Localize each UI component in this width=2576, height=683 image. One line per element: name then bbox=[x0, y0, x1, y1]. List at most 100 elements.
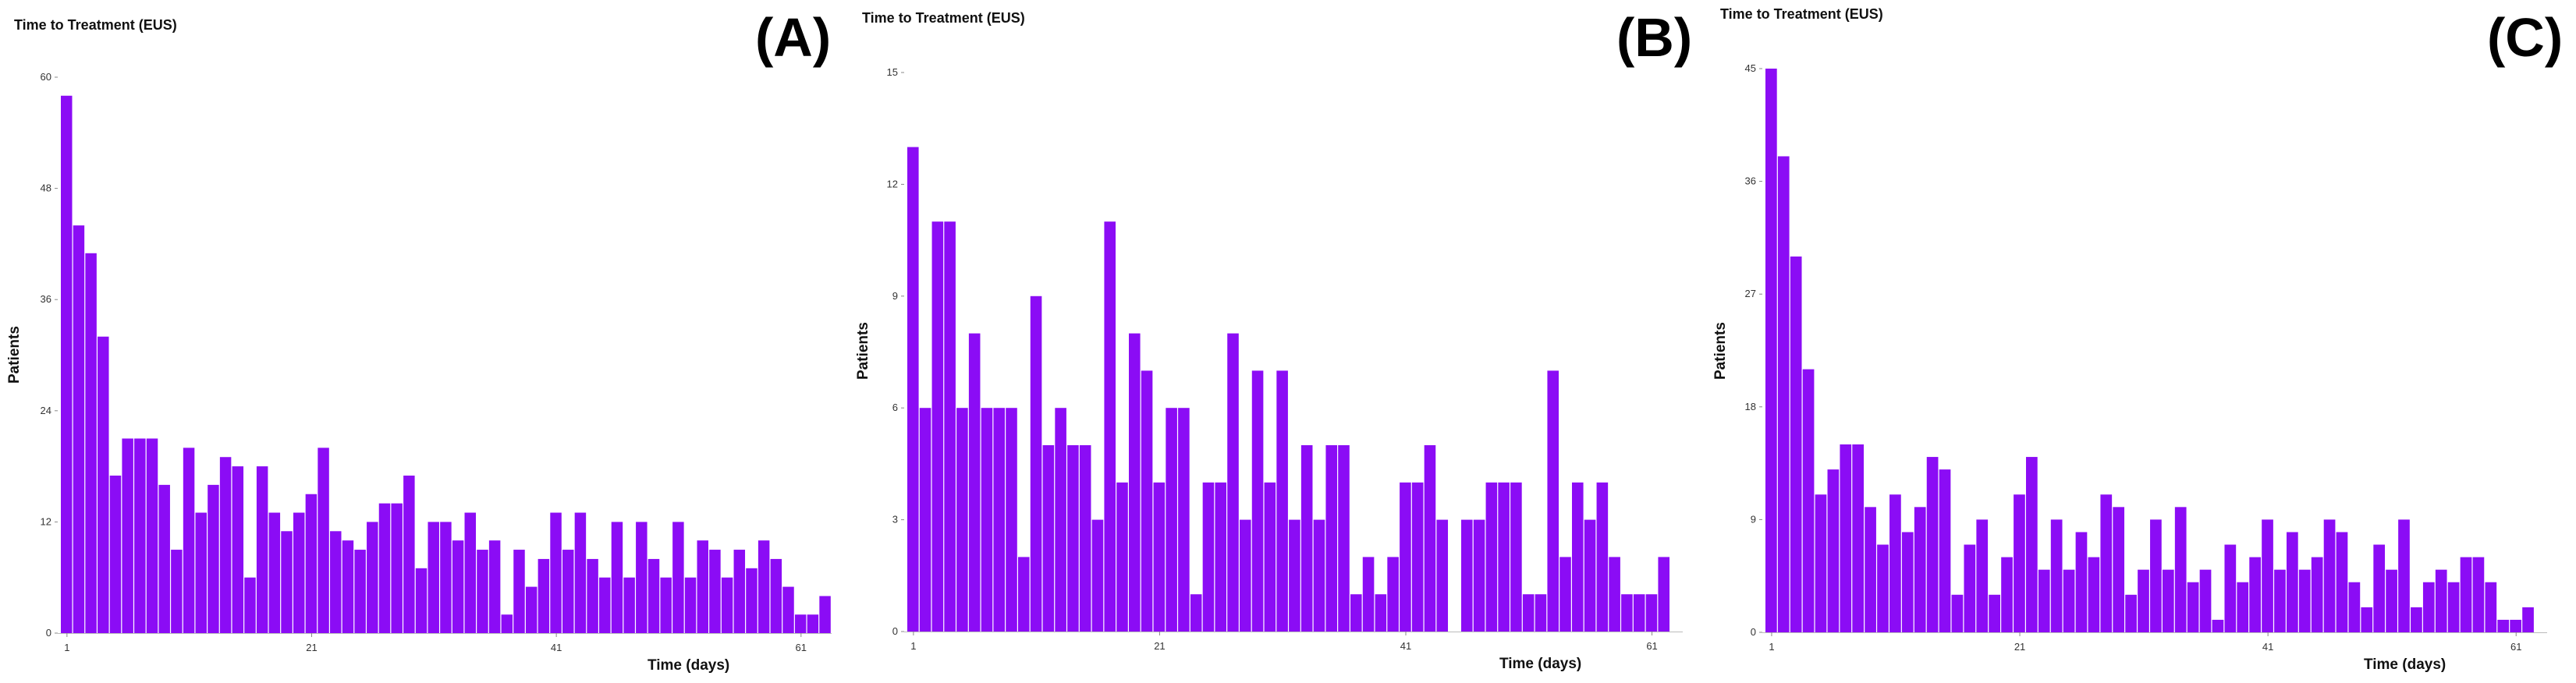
bar bbox=[1645, 594, 1658, 632]
bar bbox=[1964, 544, 1976, 632]
bar bbox=[2199, 569, 2212, 632]
y-tick-label: 12 bbox=[887, 178, 898, 189]
bar bbox=[2113, 507, 2125, 632]
bar-chart-b: 0 3 6 9 12 15 1 21 41 61 bbox=[887, 66, 1683, 652]
y-tick-label: 27 bbox=[1745, 288, 1756, 299]
x-tick-label: 21 bbox=[1154, 640, 1165, 652]
bar bbox=[85, 253, 97, 633]
bar bbox=[195, 512, 207, 633]
bar bbox=[1535, 594, 1547, 632]
bar bbox=[1989, 594, 2000, 632]
bar bbox=[1006, 408, 1017, 632]
x-tick-label: 61 bbox=[2510, 641, 2521, 653]
bar bbox=[770, 558, 782, 633]
y-tick-label: 45 bbox=[1745, 62, 1756, 74]
y-tick-label: 3 bbox=[892, 514, 898, 526]
bar bbox=[1461, 519, 1473, 632]
bar bbox=[1790, 257, 1802, 632]
bar bbox=[488, 540, 501, 633]
bar bbox=[1190, 594, 1202, 632]
bar bbox=[648, 558, 660, 633]
bar bbox=[1939, 469, 1951, 632]
bar bbox=[2174, 507, 2187, 632]
y-tick-label: 24 bbox=[41, 405, 51, 416]
bar bbox=[2485, 582, 2497, 632]
bar bbox=[538, 558, 550, 633]
bar bbox=[1424, 445, 1436, 632]
bar bbox=[1572, 482, 1584, 632]
bar bbox=[1852, 444, 1865, 632]
bar bbox=[574, 512, 587, 633]
bar bbox=[2422, 582, 2435, 632]
bar bbox=[146, 438, 158, 633]
bar bbox=[2026, 457, 2038, 632]
bar bbox=[109, 475, 122, 633]
bar bbox=[1055, 408, 1066, 632]
bar bbox=[1584, 519, 1596, 632]
bar bbox=[1350, 594, 1362, 632]
bar bbox=[1325, 445, 1338, 632]
bar bbox=[208, 484, 219, 633]
bar bbox=[782, 586, 794, 633]
bar bbox=[1067, 445, 1079, 632]
bar bbox=[2460, 557, 2472, 632]
bar bbox=[2522, 607, 2534, 632]
bar bbox=[2447, 582, 2460, 632]
bar bbox=[697, 540, 708, 633]
x-tick-label: 21 bbox=[306, 642, 317, 653]
bar bbox=[968, 333, 981, 632]
bar bbox=[122, 438, 133, 633]
chart-panel-b: Time to Treatment (EUS) (B) Patients Tim… bbox=[850, 0, 1716, 683]
bar bbox=[61, 95, 73, 633]
bar bbox=[1522, 594, 1535, 632]
x-tick-label: 41 bbox=[551, 642, 562, 653]
bar bbox=[2497, 619, 2510, 632]
bar bbox=[134, 438, 146, 633]
bar bbox=[1547, 370, 1559, 632]
bar bbox=[183, 448, 195, 633]
bar bbox=[636, 522, 648, 633]
bar bbox=[1300, 445, 1313, 632]
bar bbox=[1609, 557, 1620, 632]
bar bbox=[293, 512, 305, 633]
bar bbox=[1227, 333, 1239, 632]
bar bbox=[73, 225, 85, 633]
bar bbox=[1362, 557, 1375, 632]
bar bbox=[1621, 594, 1633, 632]
bar bbox=[2287, 532, 2298, 632]
bar-chart-a: 0 12 24 36 48 60 1 21 41 61 bbox=[41, 71, 832, 653]
bar bbox=[2472, 557, 2485, 632]
bar bbox=[232, 466, 244, 633]
bar bbox=[464, 512, 476, 633]
bar bbox=[684, 577, 697, 633]
bar bbox=[2361, 607, 2373, 632]
bar bbox=[391, 503, 403, 633]
bar bbox=[1251, 370, 1264, 632]
bar bbox=[330, 531, 342, 633]
bar bbox=[2237, 582, 2249, 632]
bar bbox=[1473, 519, 1485, 632]
x-tick-label: 61 bbox=[1646, 640, 1657, 652]
bar bbox=[1264, 482, 1276, 632]
bar bbox=[981, 408, 993, 632]
bar bbox=[1485, 482, 1498, 632]
bar bbox=[2336, 532, 2348, 632]
bar bbox=[305, 494, 318, 633]
bar bbox=[452, 540, 464, 633]
bar bbox=[944, 221, 956, 632]
bar bbox=[342, 540, 354, 633]
bar bbox=[2001, 557, 2013, 632]
x-tick-label: 41 bbox=[2262, 641, 2273, 653]
bar bbox=[919, 408, 931, 632]
bar bbox=[1042, 445, 1055, 632]
panel-letter: (A) bbox=[755, 7, 832, 68]
bar bbox=[1018, 557, 1030, 632]
bar bbox=[244, 577, 256, 633]
bar bbox=[2187, 582, 2199, 632]
y-tick-label: 12 bbox=[41, 515, 51, 527]
bar bbox=[931, 221, 944, 632]
bar bbox=[660, 577, 672, 633]
bar bbox=[1202, 482, 1215, 632]
bar bbox=[1215, 482, 1227, 632]
bar bbox=[525, 586, 538, 633]
